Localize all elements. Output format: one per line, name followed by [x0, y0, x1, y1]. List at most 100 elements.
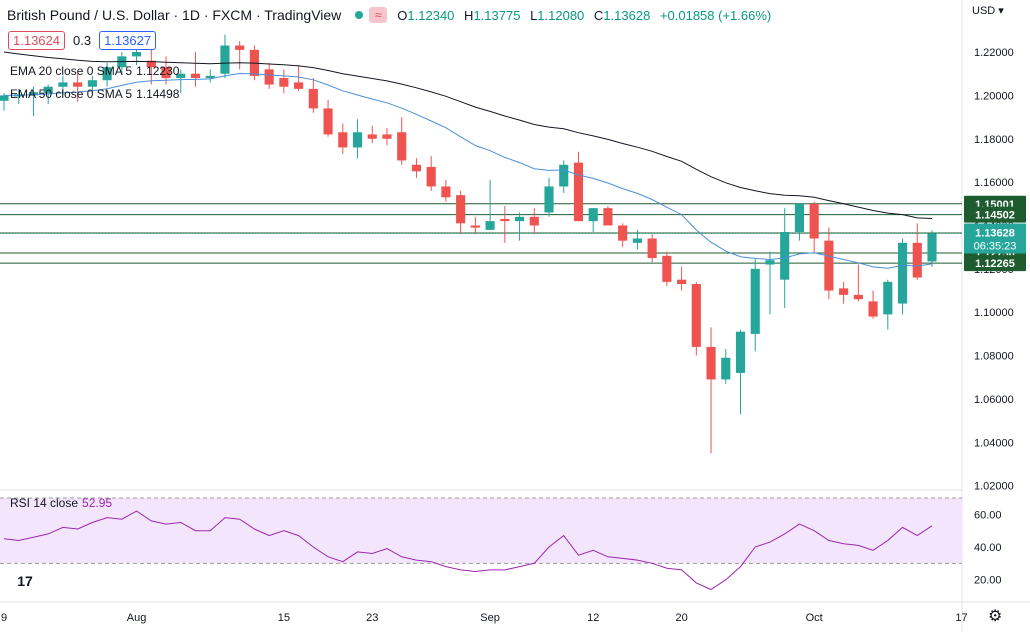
price-tags: 1.150011.145021.136551.127301.122651.136… [964, 195, 1026, 272]
candlesticks [0, 34, 937, 454]
candle-body [382, 134, 392, 139]
candle-body [308, 88, 318, 109]
candle-body [87, 80, 97, 87]
time-tick-label: 23 [366, 612, 378, 624]
candle-body [912, 242, 922, 278]
candle-body [294, 82, 304, 89]
candle-body [721, 357, 731, 380]
ohlc-readout: O1.12340 H1.13775 L1.12080 C1.13628 +0.0… [397, 7, 772, 23]
rsi-tick-label: 60.00 [974, 509, 1002, 521]
time-tick-label: 20 [675, 612, 687, 624]
candle-body [897, 242, 908, 304]
time-tick-label: 9 [1, 612, 7, 624]
rsi-legend[interactable]: RSI 14 close 52.95 [10, 496, 113, 510]
candle-body [529, 216, 539, 226]
bid-ask-row: 1.13624 0.3 1.13627 [8, 31, 157, 50]
candle-body [352, 132, 363, 148]
price-tick-label: 1.20000 [974, 90, 1014, 102]
level-tag-label: 1.12265 [975, 258, 1015, 270]
candle-body [470, 225, 480, 228]
time-axis[interactable]: 9 Aug 15 23 Sep 12 20 Oct 17 [1, 612, 968, 624]
candle-body [367, 134, 377, 139]
market-open-icon [355, 11, 364, 19]
candle-body [573, 162, 584, 222]
price-tick-label: 1.08000 [974, 351, 1014, 363]
rsi-pane [0, 497, 962, 591]
candle-body [514, 216, 525, 222]
candle-body [839, 288, 849, 295]
chart-header: British Pound / U.S. Dollar · 1D · FXCM … [7, 6, 771, 24]
candle-body [868, 301, 878, 317]
candle-body [28, 92, 39, 96]
symbol-title[interactable]: British Pound / U.S. Dollar · 1D · FXCM … [7, 7, 342, 23]
rsi-band [0, 498, 962, 564]
level-tag [964, 206, 1026, 223]
level-tag-label: 1.14502 [975, 210, 1015, 222]
price-tick-label: 1.02000 [974, 481, 1014, 493]
candle-body [146, 60, 156, 68]
candle-body [397, 132, 407, 161]
candle-body [883, 281, 893, 315]
time-tick-label: Oct [806, 612, 823, 624]
candle-body [500, 218, 510, 222]
candle-body [735, 331, 746, 373]
gear-icon[interactable]: ⚙ [988, 608, 1003, 625]
candle-body [205, 75, 215, 79]
horizontal-levels [0, 203, 962, 264]
candle-body [279, 78, 289, 87]
currency-selector[interactable]: USD ▾ [972, 5, 1004, 17]
ema20-legend[interactable]: EMA 20 close 0 SMA 5 1.12230 [10, 64, 180, 78]
candle-body [323, 108, 333, 135]
time-tick-label: 12 [587, 612, 599, 624]
candle-body [264, 69, 274, 85]
candle-body [794, 203, 804, 232]
candle-body [190, 73, 201, 79]
candle-body [647, 238, 657, 259]
candle-body [426, 166, 436, 187]
time-tick-label: 15 [278, 612, 290, 624]
candle-body [927, 233, 937, 262]
candle-body [0, 95, 9, 101]
tradingview-logo-icon[interactable]: 17 [12, 572, 38, 590]
time-tick-label: Sep [480, 612, 500, 624]
price-tick-label: 1.06000 [974, 394, 1014, 406]
candle-body [559, 164, 569, 187]
time-tick-label: Aug [127, 612, 147, 624]
candle-body [235, 45, 245, 50]
candle-body [132, 52, 142, 57]
candle-body [544, 186, 554, 213]
sell-price-button[interactable]: 1.13624 [8, 31, 65, 50]
candle-body [102, 67, 112, 81]
candle-body [176, 73, 186, 79]
candle-body [677, 279, 687, 285]
candle-body [632, 238, 642, 243]
rsi-line [3, 510, 933, 591]
candle-body [809, 203, 819, 239]
buy-price-button[interactable]: 1.13627 [99, 31, 157, 50]
candle-body [691, 284, 701, 347]
candle-body [824, 240, 834, 291]
price-tick-label: 1.10000 [974, 307, 1014, 319]
candle-body [706, 346, 716, 380]
candle-countdown: 06:35:23 [974, 241, 1017, 253]
wave-icon[interactable]: ≈ [369, 7, 388, 23]
candle-body [220, 45, 230, 74]
candle-body [161, 67, 171, 79]
rsi-tick-label: 20.00 [974, 575, 1002, 587]
ema50-legend[interactable]: EMA 50 close 0 SMA 5 1.14498 [10, 87, 180, 101]
candle-body [618, 225, 628, 241]
price-tick-label: 1.04000 [974, 437, 1014, 449]
current-price-label: 1.13628 [975, 228, 1015, 240]
price-tick-label: 1.16000 [974, 177, 1014, 189]
candle-body [338, 132, 348, 148]
candle-body [853, 294, 863, 300]
time-tick-label: 17 [955, 612, 967, 624]
ema20-line [3, 72, 933, 269]
candle-body [485, 221, 495, 230]
price-axis[interactable]: 1.220001.200001.180001.160001.140001.120… [974, 47, 1014, 587]
candle-body [780, 231, 790, 280]
candle-body [588, 208, 598, 222]
current-price-tag [964, 223, 1026, 254]
candle-body [58, 82, 68, 87]
